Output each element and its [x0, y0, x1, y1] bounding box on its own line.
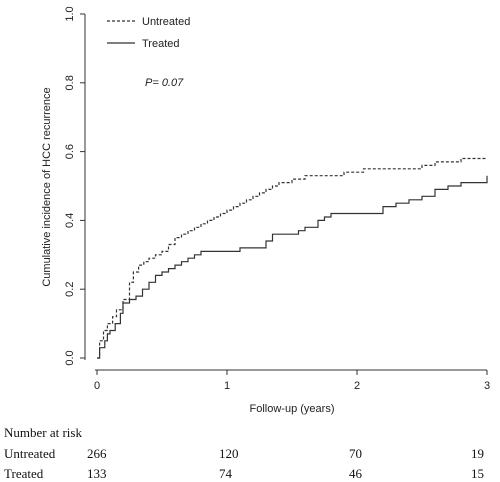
risk-row-label-untreated: Untreated	[4, 446, 56, 461]
series-line-untreated	[97, 157, 487, 359]
series-line-treated	[97, 175, 488, 359]
x-tick-label: 2	[354, 380, 360, 392]
risk-value: 15	[471, 466, 484, 481]
y-tick-label: 1.0	[64, 6, 76, 21]
risk-value: 70	[349, 446, 362, 461]
x-ticks: 0 1 2 3	[94, 370, 490, 392]
risk-value: 120	[219, 446, 239, 461]
y-tick-label: 0.6	[64, 144, 76, 159]
risk-value: 46	[349, 466, 362, 481]
legend: Untreated Treated	[107, 16, 190, 50]
y-tick-label: 0.8	[64, 75, 76, 90]
y-tick-label: 0.2	[64, 282, 76, 297]
p-value-annotation: P= 0.07	[145, 77, 184, 89]
legend-label-untreated: Untreated	[142, 16, 190, 28]
risk-value: 266	[87, 446, 107, 461]
risk-value: 74	[219, 466, 232, 481]
y-ticks: 0.0 0.2 0.4 0.6 0.8 1.0	[64, 6, 85, 366]
x-tick-label: 3	[484, 380, 490, 392]
x-axis-label: Follow-up (years)	[250, 403, 335, 415]
curves	[97, 157, 488, 359]
risk-value: 19	[471, 446, 484, 461]
risk-value: 133	[87, 466, 107, 481]
y-tick-label: 0.0	[64, 350, 76, 365]
legend-label-treated: Treated	[142, 38, 180, 50]
x-tick-label: 0	[94, 380, 100, 392]
risk-row-label-treated: Treated	[4, 466, 44, 481]
y-tick-label: 0.4	[64, 213, 76, 228]
y-axis-label: Cumulative incidence of HCC recurrence	[41, 87, 53, 286]
risk-table-title: Number at risk	[4, 425, 82, 440]
x-tick-label: 1	[224, 380, 230, 392]
